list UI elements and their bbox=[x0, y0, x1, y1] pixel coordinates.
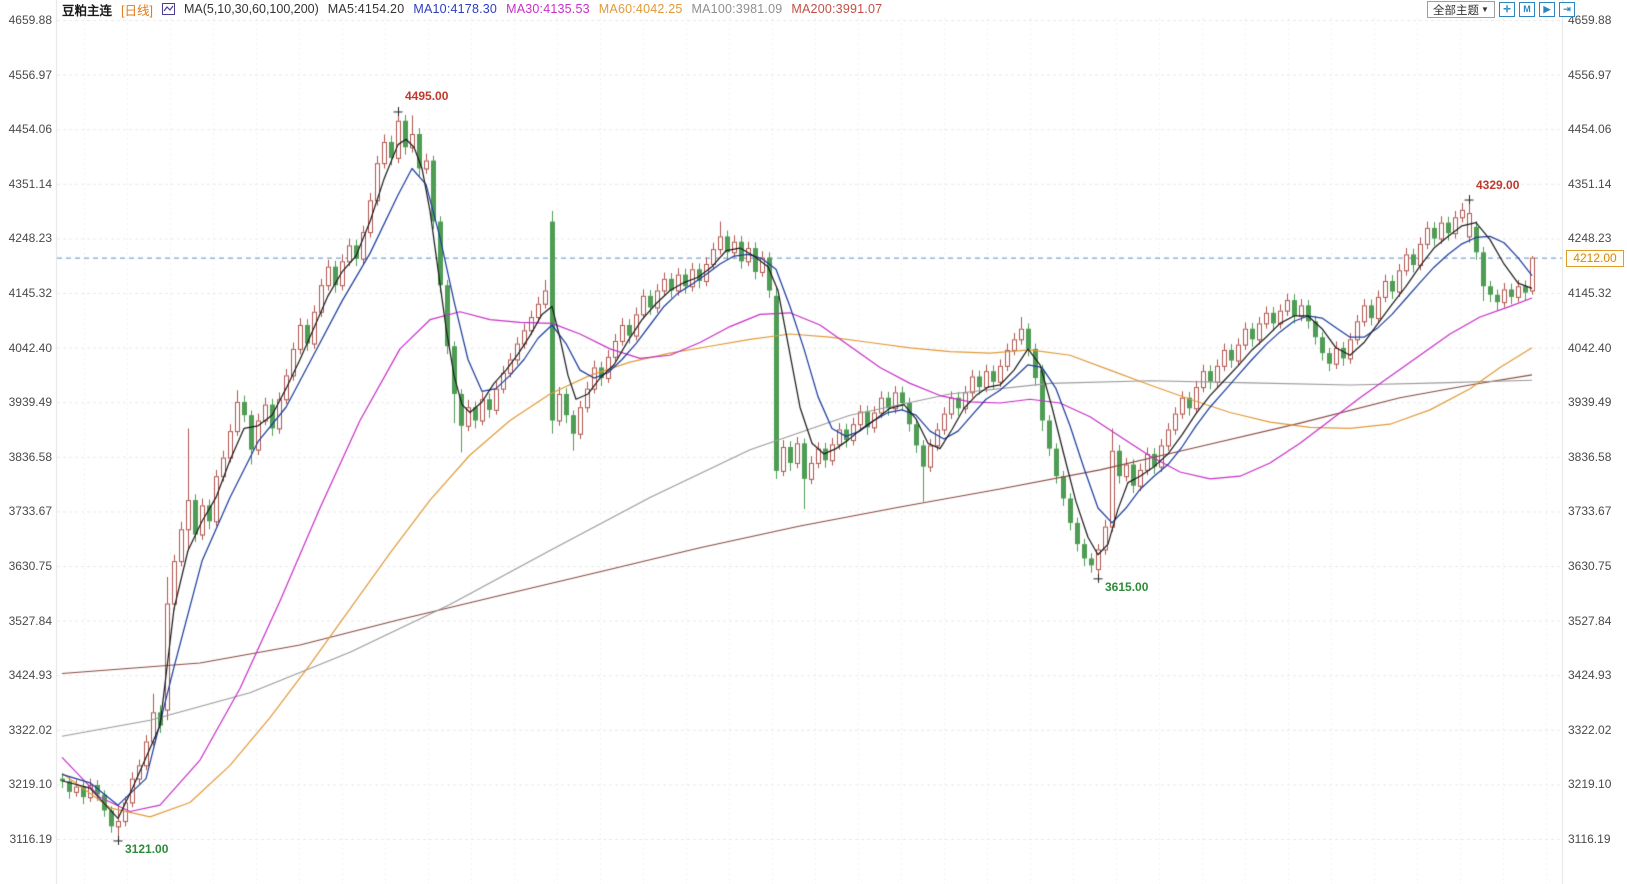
y-axis-label-left: 3630.75 bbox=[8, 559, 52, 573]
period-label: [日线] bbox=[121, 3, 153, 18]
current-price-tag: 4212.00 bbox=[1566, 249, 1624, 267]
ma100-value: MA100:3981.09 bbox=[691, 2, 783, 16]
y-axis-label-right: 4454.06 bbox=[1568, 122, 1612, 137]
jump-latest-icon[interactable]: ⇥ bbox=[1559, 2, 1575, 17]
axis-scale-icon[interactable]: M bbox=[1519, 2, 1535, 17]
chart-type-icon[interactable] bbox=[161, 3, 175, 15]
y-axis-label-right: 4042.40 bbox=[1568, 340, 1612, 355]
y-axis-label-right: 3322.02 bbox=[1568, 722, 1612, 737]
y-axis-label-left: 4454.06 bbox=[8, 122, 52, 137]
y-axis-label-right: 4248.23 bbox=[1568, 231, 1612, 246]
y-axis-label-right: 4659.88 bbox=[1568, 13, 1612, 27]
y-axis-label-left: 4351.14 bbox=[8, 176, 52, 191]
y-axis-label-left: 3527.84 bbox=[8, 613, 52, 628]
chevron-down-icon: ▼ bbox=[1481, 5, 1489, 14]
y-axis-label-left: 4042.40 bbox=[8, 340, 52, 355]
y-axis-label-left: 3939.49 bbox=[8, 395, 52, 410]
y-axis-label-right: 3939.49 bbox=[1568, 395, 1612, 410]
ma5-value: MA5:4154.20 bbox=[327, 2, 405, 16]
ma10-value: MA10:4178.30 bbox=[413, 2, 498, 16]
y-axis-label-right: 3836.58 bbox=[1568, 449, 1612, 464]
ma-settings-label: MA(5,10,30,60,100,200) bbox=[183, 2, 319, 16]
y-axis-label-right: 3424.93 bbox=[1568, 668, 1612, 683]
y-axis-label-left: 3219.10 bbox=[8, 777, 52, 792]
chart-toolbar: 全部主题 ▼ ✛ M ▶ ⇥ bbox=[1427, 1, 1575, 18]
y-axis-label-left: 4145.32 bbox=[8, 285, 52, 300]
ma200-value: MA200:3991.07 bbox=[791, 2, 883, 16]
y-axis-label-left: 4556.97 bbox=[8, 67, 52, 82]
y-axis-label-right: 4145.32 bbox=[1568, 285, 1612, 300]
pan-zoom-icon[interactable]: ✛ bbox=[1499, 2, 1515, 17]
y-axis-label-right: 3116.19 bbox=[1568, 832, 1611, 846]
y-axis-label-left: 3116.19 bbox=[9, 832, 53, 846]
symbol-name: 豆粕主连 bbox=[62, 3, 113, 18]
y-axis-label-left: 3733.67 bbox=[8, 504, 52, 519]
y-axis-label-left: 3322.02 bbox=[8, 722, 52, 737]
y-axis-label-right: 3219.10 bbox=[1568, 777, 1612, 792]
y-axis-label-left: 4248.23 bbox=[8, 231, 52, 246]
chart-header: 豆粕主连 [日线] MA(5,10,30,60,100,200) MA5:415… bbox=[62, 1, 883, 18]
ma30-value: MA30:4135.53 bbox=[506, 2, 590, 16]
low-price-annotation: 3615.00 bbox=[1105, 580, 1149, 595]
y-axis-label-left: 3424.93 bbox=[8, 668, 52, 683]
y-axis-label-right: 3630.75 bbox=[1568, 559, 1612, 573]
y-axis-label-right: 3733.67 bbox=[1568, 504, 1612, 519]
high-price-annotation: 4329.00 bbox=[1476, 177, 1520, 192]
y-axis-label-left: 3836.58 bbox=[8, 449, 52, 464]
scroll-right-icon[interactable]: ▶ bbox=[1539, 2, 1555, 17]
y-axis-label-left: 4659.88 bbox=[8, 13, 52, 27]
ma60-value: MA60:4042.25 bbox=[598, 2, 683, 16]
y-axis-label-right: 4556.97 bbox=[1568, 67, 1612, 82]
high-price-annotation: 4495.00 bbox=[405, 89, 449, 104]
y-axis-label-right: 4351.14 bbox=[1568, 176, 1612, 191]
low-price-annotation: 3121.00 bbox=[125, 842, 169, 857]
y-axis-label-right: 3527.84 bbox=[1568, 613, 1612, 628]
theme-dropdown[interactable]: 全部主题 ▼ bbox=[1427, 1, 1495, 18]
theme-dropdown-label: 全部主题 bbox=[1433, 4, 1480, 17]
